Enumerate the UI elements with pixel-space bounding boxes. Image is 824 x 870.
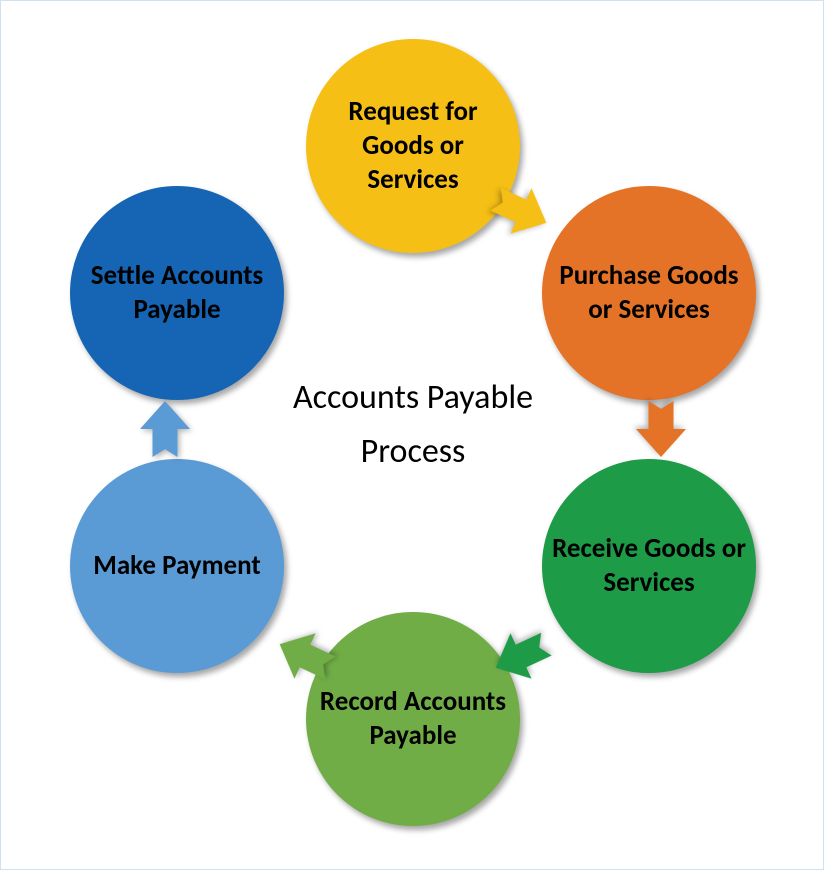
node-label: Request for Goods or Services xyxy=(316,95,510,196)
arrow-purchase-receive xyxy=(636,401,686,457)
node-label: Purchase Goods or Services xyxy=(552,259,746,327)
diagram-title-line2: Process xyxy=(263,425,563,479)
arrow-pay-settle xyxy=(140,401,190,457)
diagram-title: Accounts Payable Process xyxy=(263,371,563,480)
diagram-title-line1: Accounts Payable xyxy=(263,371,563,425)
node-label: Settle Accounts Payable xyxy=(80,259,274,327)
node-settle: Settle Accounts Payable xyxy=(70,186,284,400)
node-pay: Make Payment xyxy=(70,459,284,673)
node-label: Record Accounts Payable xyxy=(316,685,510,753)
node-purchase: Purchase Goods or Services xyxy=(542,186,756,400)
node-receive: Receive Goods or Services xyxy=(542,459,756,673)
diagram-frame: Accounts Payable Process Request for Goo… xyxy=(0,0,824,870)
node-label: Make Payment xyxy=(93,549,260,583)
node-label: Receive Goods or Services xyxy=(552,532,746,600)
